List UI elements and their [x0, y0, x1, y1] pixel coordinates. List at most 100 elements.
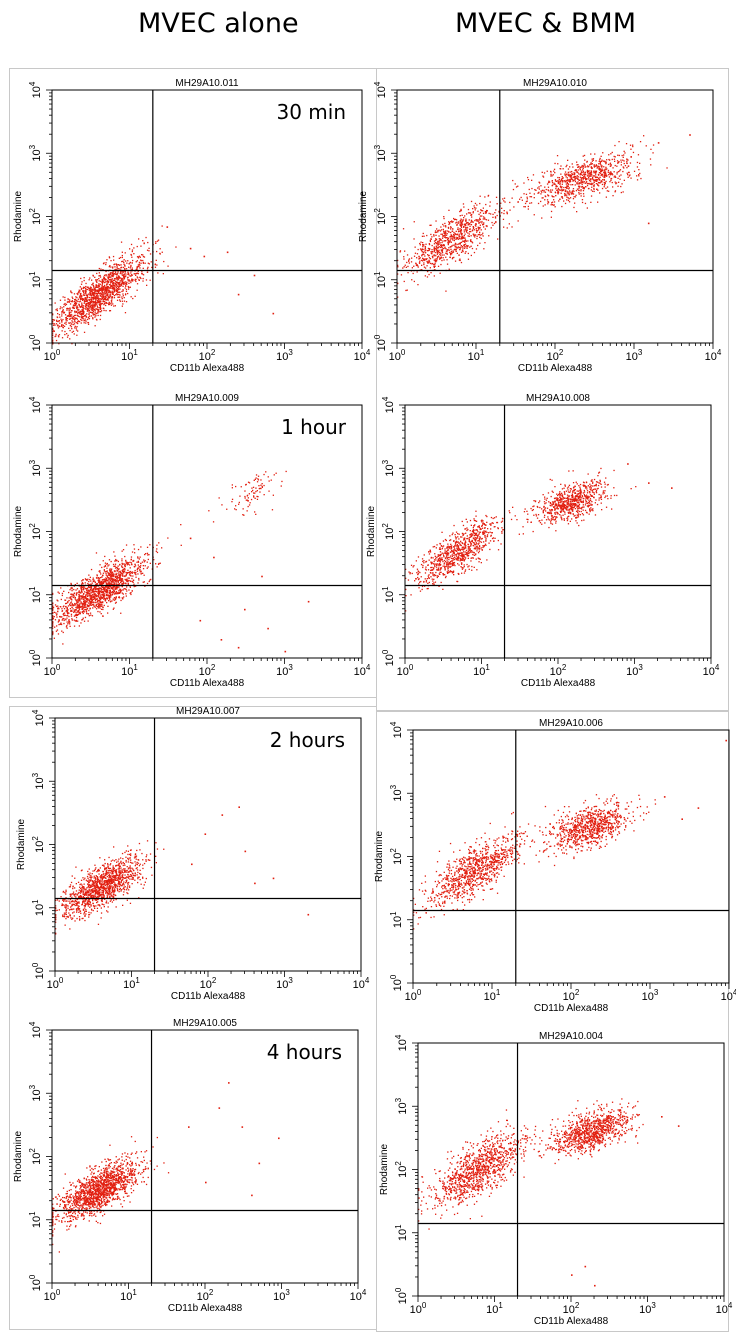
event-dot — [94, 593, 96, 595]
event-dot — [538, 181, 540, 183]
event-dot — [86, 608, 88, 610]
event-dot — [68, 314, 70, 317]
x-axis-label: CD11b Alexa488 — [170, 678, 245, 689]
event-dot — [437, 256, 439, 258]
event-dot — [580, 181, 582, 183]
event-dot — [108, 581, 110, 583]
event-dot — [485, 211, 487, 213]
event-dot — [491, 537, 494, 540]
event-dot — [397, 296, 399, 298]
event-dot — [82, 586, 84, 589]
event-dot — [568, 201, 571, 203]
event-dot — [61, 610, 63, 612]
event-dot — [565, 165, 567, 168]
event-dot — [64, 618, 66, 620]
event-dot — [63, 306, 65, 308]
event-dot — [457, 246, 460, 248]
event-dot — [606, 186, 609, 188]
event-dot — [106, 291, 108, 293]
event-dot — [441, 548, 443, 550]
event-dot — [96, 293, 98, 295]
event-dot — [60, 587, 62, 589]
event-dot — [89, 290, 91, 292]
event-dot — [482, 212, 485, 214]
event-dot — [70, 290, 72, 292]
event-dot — [61, 311, 63, 313]
event-dot — [110, 278, 112, 281]
event-dot — [454, 242, 457, 244]
event-dot — [455, 230, 457, 232]
event-dot — [121, 563, 124, 565]
event-dot — [445, 248, 447, 250]
event-dot — [84, 606, 86, 608]
event-dot — [87, 293, 90, 295]
event-dot — [622, 170, 624, 173]
event-dot — [123, 283, 125, 285]
event-dot — [478, 233, 481, 235]
event-dot — [82, 289, 84, 292]
event-dot — [71, 310, 73, 312]
event-dot — [74, 311, 76, 314]
event-dot — [97, 314, 99, 317]
event-dot — [91, 596, 93, 598]
event-dot — [123, 263, 125, 265]
event-dot — [542, 175, 544, 177]
event-dot — [108, 600, 110, 602]
event-dot — [100, 287, 103, 289]
event-dot — [56, 625, 58, 627]
event-dot — [128, 282, 130, 284]
event-dot — [453, 234, 455, 236]
event-dot — [584, 171, 586, 174]
event-dot — [571, 193, 573, 195]
event-dot — [583, 175, 585, 177]
event-dot — [74, 611, 76, 613]
event-dot — [445, 250, 448, 252]
event-dot — [127, 271, 129, 273]
event-dot — [113, 587, 115, 589]
event-dot — [604, 161, 606, 163]
event-dot — [80, 288, 82, 290]
event-dot — [460, 251, 463, 253]
event-dot — [83, 620, 86, 622]
event-dot — [558, 177, 561, 179]
event-dot — [119, 291, 121, 293]
event-dot — [96, 606, 98, 608]
event-dot — [77, 600, 79, 602]
event-dot — [89, 602, 91, 604]
event-dot — [560, 180, 562, 182]
event-dot — [618, 141, 620, 143]
event-dot — [86, 587, 89, 589]
event-dot — [557, 188, 559, 191]
event-dot — [496, 214, 498, 217]
event-dot — [139, 256, 141, 258]
event-dot — [569, 175, 571, 177]
event-dot — [117, 279, 119, 281]
event-dot — [122, 271, 124, 273]
event-dot — [91, 300, 93, 302]
y-tick-label: 104 — [373, 81, 388, 98]
event-dot — [601, 168, 603, 170]
event-dot — [618, 170, 621, 172]
event-dot — [87, 322, 90, 324]
event-dot — [544, 186, 546, 188]
event-dot — [93, 304, 95, 306]
event-dot — [452, 221, 454, 223]
event-dot — [605, 173, 607, 175]
event-dot — [131, 590, 133, 592]
event-dot — [95, 299, 97, 301]
event-dot — [474, 202, 477, 205]
event-dot — [627, 165, 629, 167]
event-dot — [425, 252, 427, 254]
event-dot — [110, 582, 112, 584]
event-dot — [71, 586, 73, 589]
event-dot — [550, 173, 552, 175]
event-dot — [92, 275, 94, 277]
event-dot — [610, 171, 612, 173]
event-dot — [71, 343, 73, 345]
event-dot — [59, 325, 61, 328]
event-dot — [56, 319, 58, 321]
event-dot — [428, 262, 430, 264]
event-dot — [106, 589, 109, 591]
event-dot — [459, 249, 461, 251]
event-dot — [551, 189, 554, 191]
